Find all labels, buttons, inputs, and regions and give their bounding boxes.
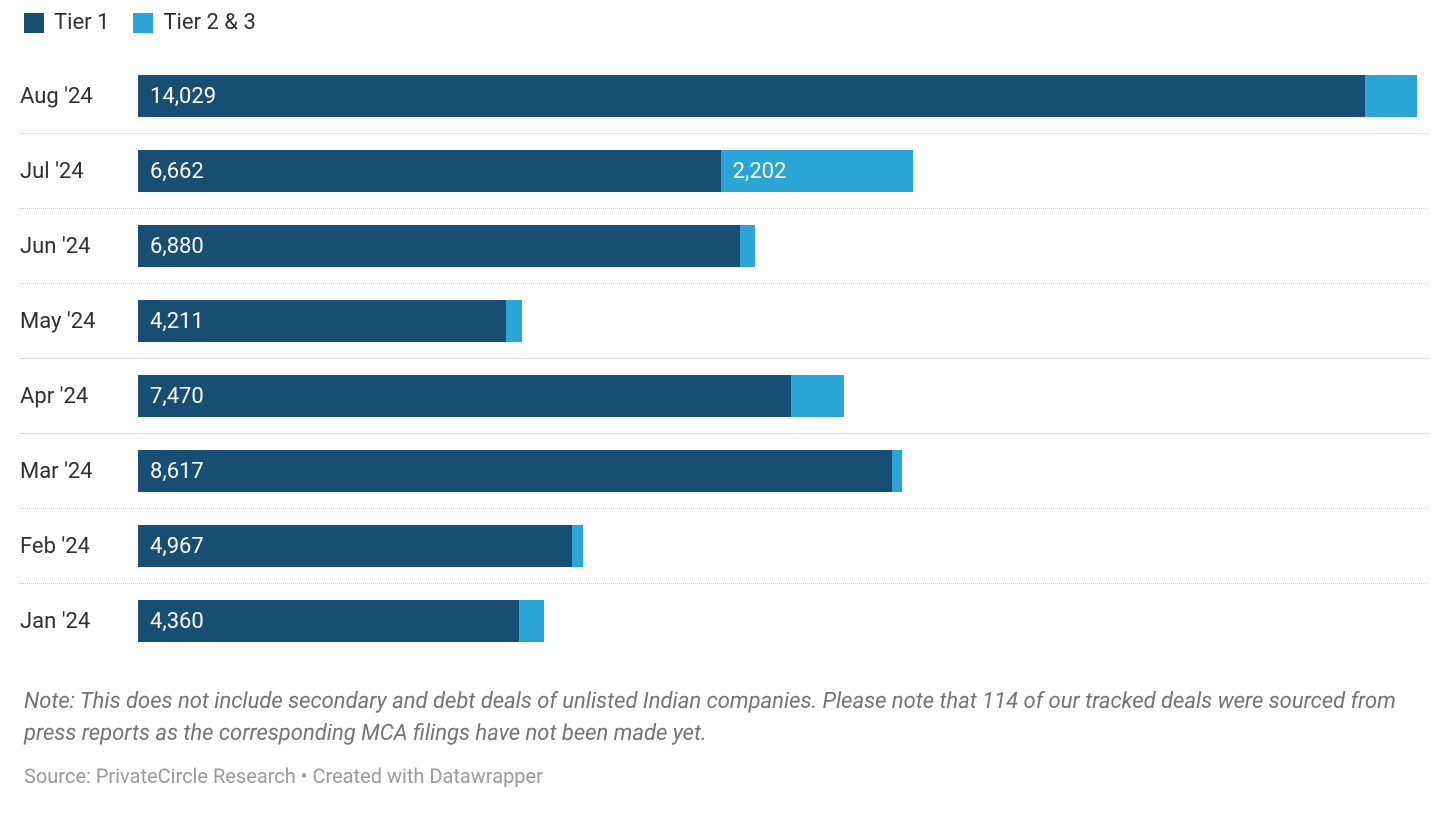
- bar-value-label: 4,967: [150, 534, 204, 559]
- bar-segment-tier1: 8,617: [138, 450, 892, 492]
- bar-segment-tier2_3: [892, 450, 902, 492]
- chart-container: Tier 1 Tier 2 & 3 Aug '2414,029Jul '246,…: [0, 0, 1448, 818]
- bar-track: 4,360: [138, 600, 1428, 642]
- legend-label-tier1: Tier 1: [54, 10, 109, 35]
- legend-label-tier2-3: Tier 2 & 3: [163, 10, 255, 35]
- bar-track: 6,880: [138, 225, 1428, 267]
- bar-row: Jun '24 6,880: [20, 209, 1428, 284]
- bar-track: 4,211: [138, 300, 1428, 342]
- bar-segment-tier2_3: [572, 525, 582, 567]
- bar-segment-tier2_3: [791, 375, 843, 417]
- note-text: Note: This does not include secondary an…: [24, 686, 1424, 750]
- bar-value-label: 6,880: [150, 234, 204, 259]
- bar-value-label: 6,662: [150, 159, 204, 184]
- bar-row: Aug '24 14,029: [20, 59, 1428, 134]
- bar-segment-tier1: 6,662: [138, 150, 721, 192]
- legend-item-tier2-3: Tier 2 & 3: [133, 10, 255, 35]
- legend-swatch-tier1: [24, 13, 44, 33]
- bar-row: Jul '24 6,662 2,202: [20, 134, 1428, 209]
- bar-row: Jan '24 4,360: [20, 584, 1428, 658]
- row-label: Feb '24: [20, 534, 138, 559]
- bar-rows: Aug '24 14,029 Jul '24 6,662 2,202 Jun '24 6,8…: [20, 59, 1428, 658]
- bar-segment-tier1: 4,360: [138, 600, 519, 642]
- bar-row: Mar '24 8,617: [20, 434, 1428, 509]
- bar-value-label: 8,617: [150, 459, 204, 484]
- bar-track: 14,029: [138, 75, 1428, 117]
- bar-value-label: 4,211: [150, 309, 204, 334]
- bar-segment-tier1: 7,470: [138, 375, 791, 417]
- bar-segment-tier2_3: [506, 300, 522, 342]
- legend: Tier 1 Tier 2 & 3: [20, 10, 1428, 35]
- bar-segment-tier2_3: [740, 225, 756, 267]
- bar-row: Apr '24 7,470: [20, 359, 1428, 434]
- bar-segment-tier2_3: [1365, 75, 1417, 117]
- row-label: Mar '24: [20, 459, 138, 484]
- row-label: Jun '24: [20, 234, 138, 259]
- bar-row: May '24 4,211: [20, 284, 1428, 359]
- bar-segment-tier2_3: 2,202: [721, 150, 914, 192]
- row-label: Apr '24: [20, 384, 138, 409]
- legend-swatch-tier2-3: [133, 13, 153, 33]
- bar-segment-tier1: 14,029: [138, 75, 1365, 117]
- bar-track: 8,617: [138, 450, 1428, 492]
- bar-track: 7,470: [138, 375, 1428, 417]
- row-label: May '24: [20, 309, 138, 334]
- row-label: Jan '24: [20, 609, 138, 634]
- bar-value-label: 2,202: [733, 159, 787, 184]
- source-text: Source: PrivateCircle Research • Created…: [24, 764, 1428, 788]
- bar-segment-tier1: 6,880: [138, 225, 740, 267]
- row-label: Jul '24: [20, 159, 138, 184]
- bar-segment-tier1: 4,967: [138, 525, 572, 567]
- legend-item-tier1: Tier 1: [24, 10, 109, 35]
- bar-value-label: 14,029: [150, 84, 216, 109]
- footer-notes: Note: This does not include secondary an…: [20, 686, 1428, 788]
- bar-segment-tier2_3: [519, 600, 543, 642]
- bar-row: Feb '24 4,967: [20, 509, 1428, 584]
- bar-value-label: 4,360: [150, 609, 204, 634]
- bar-segment-tier1: 4,211: [138, 300, 506, 342]
- bar-track: 6,662 2,202: [138, 150, 1428, 192]
- bar-track: 4,967: [138, 525, 1428, 567]
- bar-value-label: 7,470: [150, 384, 204, 409]
- row-label: Aug '24: [20, 84, 138, 109]
